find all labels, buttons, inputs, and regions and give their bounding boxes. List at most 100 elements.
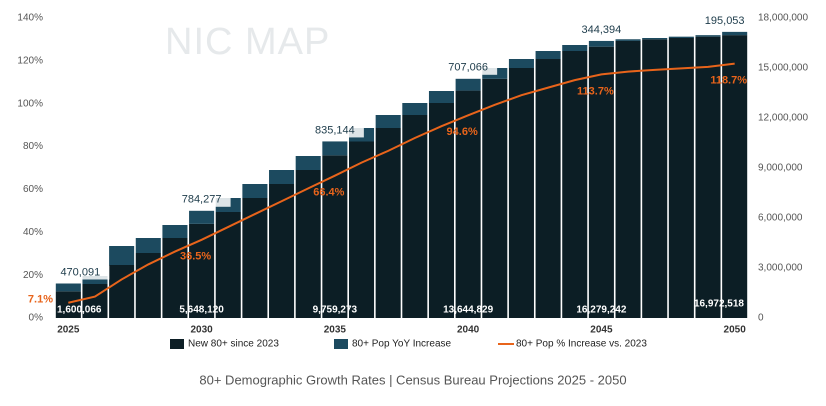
bar <box>455 78 481 91</box>
bar <box>695 36 721 319</box>
label-bg <box>172 192 231 207</box>
bar <box>722 35 748 319</box>
label-bg <box>305 123 364 138</box>
bar <box>215 212 241 318</box>
data-label: 7.1% <box>28 294 53 306</box>
data-label: 470,091 <box>60 266 100 278</box>
x-tick-label: 2030 <box>190 325 213 336</box>
bar <box>535 59 561 318</box>
y2-tick-label: 18,000,000 <box>758 13 808 24</box>
bar <box>375 115 401 128</box>
data-label: 16,279,242 <box>576 305 626 316</box>
bar <box>695 35 721 37</box>
bar <box>82 284 108 318</box>
bar <box>109 246 135 265</box>
y-tick-label: 140% <box>17 13 43 24</box>
y-tick-label: 80% <box>23 141 43 152</box>
data-label: 707,066 <box>448 62 488 74</box>
bar <box>55 291 81 318</box>
x-tick-label: 2050 <box>724 325 747 336</box>
bar <box>588 46 614 319</box>
bar <box>642 39 668 318</box>
y2-tick-label: 0 <box>758 313 764 324</box>
data-label: 94.6% <box>447 126 478 138</box>
y-tick-label: 60% <box>23 184 43 195</box>
bar <box>348 141 375 318</box>
data-label: 9,759,273 <box>313 305 358 316</box>
data-label: 113.7% <box>577 85 614 97</box>
data-label: 784,277 <box>182 194 222 206</box>
bar <box>642 38 668 40</box>
bar <box>82 276 108 284</box>
bar <box>402 103 428 115</box>
y-tick-label: 0% <box>29 313 44 324</box>
legend-label: 80+ Pop % Increase vs. 2023 <box>516 339 647 350</box>
data-label: 36.5% <box>180 251 211 263</box>
bar <box>375 128 401 318</box>
data-label: 16,972,518 <box>694 299 744 310</box>
x-tick-label: 2025 <box>57 325 80 336</box>
x-tick-label: 2040 <box>457 325 480 336</box>
bar <box>428 103 455 318</box>
bar <box>562 51 588 318</box>
bar <box>482 78 508 318</box>
y2-tick-label: 6,000,000 <box>758 213 803 224</box>
y-tick-label: 20% <box>23 270 43 281</box>
data-label: 1,600,066 <box>57 305 102 316</box>
legend-label: 80+ Pop YoY Increase <box>352 339 452 350</box>
watermark: NIC MAP <box>165 21 330 63</box>
x-tick-label: 2045 <box>590 325 613 336</box>
data-label: 13,644,829 <box>443 305 493 316</box>
bar <box>455 90 481 318</box>
chart-title: 80+ Demographic Growth Rates | Census Bu… <box>199 372 626 387</box>
bar <box>322 141 348 156</box>
bar <box>162 225 188 238</box>
data-label: 118.7% <box>710 75 747 87</box>
data-label: 344,394 <box>582 24 622 36</box>
bar <box>668 38 694 318</box>
bar <box>269 184 295 318</box>
bar <box>562 45 588 51</box>
bar <box>668 36 694 38</box>
legend-label: New 80+ since 2023 <box>188 339 279 350</box>
bar <box>615 40 641 319</box>
y2-tick-label: 9,000,000 <box>758 163 803 174</box>
data-label: 835,144 <box>315 124 355 136</box>
y2-tick-label: 15,000,000 <box>758 63 808 74</box>
label-bg <box>695 13 754 28</box>
data-label: 195,053 <box>705 15 745 27</box>
bar <box>428 91 455 103</box>
label-bg <box>439 60 498 75</box>
data-label: 5,648,120 <box>179 305 224 316</box>
legend-marker <box>170 339 184 349</box>
bar <box>535 51 561 59</box>
x-tick-label: 2035 <box>324 325 347 336</box>
bar <box>722 31 748 36</box>
bar <box>269 170 295 184</box>
bar <box>242 198 268 318</box>
bar <box>242 184 268 198</box>
bar <box>402 115 428 318</box>
bar <box>508 59 534 68</box>
bar <box>322 155 348 318</box>
label-bg <box>51 265 110 280</box>
bar <box>109 265 135 318</box>
bar <box>135 253 161 318</box>
bar <box>135 238 161 253</box>
legend-marker <box>334 339 348 349</box>
bar <box>295 170 321 318</box>
bar <box>508 68 534 318</box>
line <box>68 62 735 304</box>
y-tick-label: 100% <box>17 98 43 109</box>
y2-tick-label: 12,000,000 <box>758 113 808 124</box>
y-tick-label: 40% <box>23 227 43 238</box>
bar <box>295 156 321 170</box>
y2-tick-label: 3,000,000 <box>758 263 803 274</box>
bar <box>55 283 81 292</box>
bar <box>189 210 215 224</box>
bar <box>588 40 614 47</box>
y-tick-label: 120% <box>17 55 43 66</box>
label-bg <box>572 22 631 37</box>
data-label: 66.4% <box>313 187 344 199</box>
